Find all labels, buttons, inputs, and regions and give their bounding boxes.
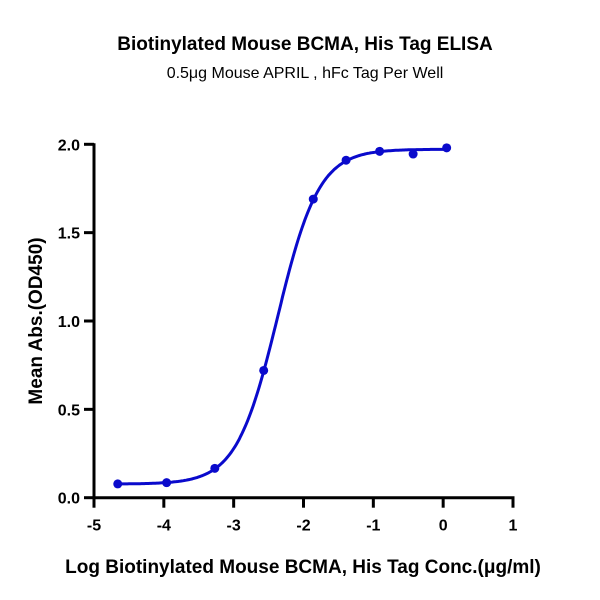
data-point (113, 479, 123, 489)
data-point (308, 194, 318, 204)
y-tick-label: 1.0 (58, 314, 80, 331)
chart-subtitle: 0.5μg Mouse APRIL , hFc Tag Per Well (167, 65, 444, 82)
x-tick-label: 1 (509, 518, 518, 535)
y-tick-label: 1.5 (58, 226, 80, 243)
y-tick-label: 2.0 (58, 137, 80, 154)
chart-title: Biotinylated Mouse BCMA, His Tag ELISA (117, 34, 493, 55)
x-tick-label: -1 (366, 518, 380, 535)
data-point (162, 478, 172, 488)
x-tick-label: -4 (157, 518, 171, 535)
y-tick-label: 0.5 (58, 402, 80, 419)
x-tick-label: 0 (439, 518, 448, 535)
data-point (341, 155, 351, 165)
x-tick-label: -2 (296, 518, 310, 535)
data-point (442, 143, 452, 153)
x-axis-label: Log Biotinylated Mouse BCMA, His Tag Con… (65, 557, 541, 578)
data-point (259, 365, 269, 375)
data-point (408, 149, 418, 159)
data-point (210, 463, 220, 473)
y-axis-label: Mean Abs.(OD450) (26, 237, 47, 404)
fit-curve (117, 147, 447, 486)
data-point (375, 146, 385, 156)
y-tick-label: 0.0 (58, 491, 80, 508)
x-tick-label: -3 (227, 518, 241, 535)
x-tick-label: -5 (87, 518, 101, 535)
